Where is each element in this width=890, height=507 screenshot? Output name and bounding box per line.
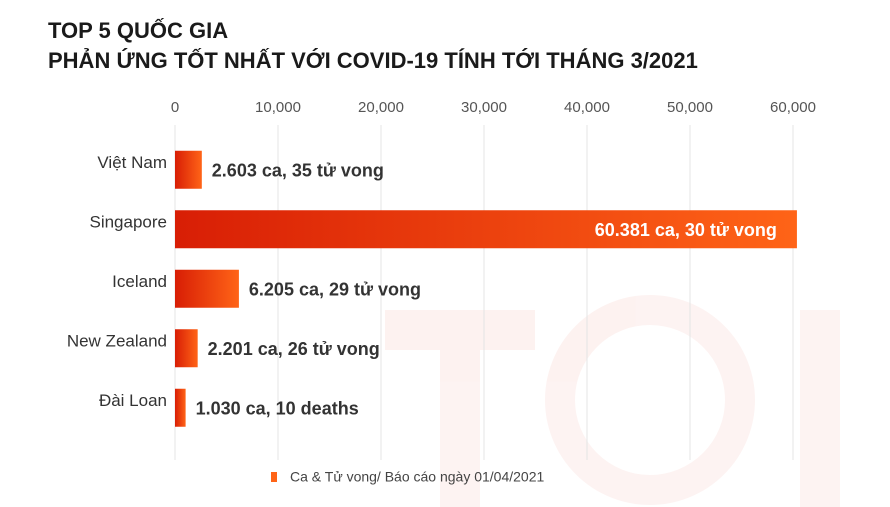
y-tick-label: Singapore: [89, 213, 167, 232]
y-tick-label: Việt Nam: [97, 153, 167, 172]
bar: [175, 388, 186, 427]
x-tick-label: 10,000: [255, 99, 301, 116]
y-tick-label: Đài Loan: [99, 391, 167, 410]
x-tick-label: 0: [171, 99, 179, 116]
value-label: 60.381 ca, 30 tử vong: [595, 220, 777, 240]
watermark: [385, 295, 840, 507]
chart-title: TOP 5 QUỐC GIA: [48, 17, 228, 43]
value-label: 1.030 ca, 10 deaths: [196, 399, 359, 419]
bar: [175, 329, 198, 368]
bar: [175, 210, 797, 249]
x-tick-label: 20,000: [358, 99, 404, 116]
legend-swatch: [271, 472, 277, 482]
x-tick-label: 30,000: [461, 99, 507, 116]
chart-subtitle: PHẢN ỨNG TỐT NHẤT VỚI COVID-19 TÍNH TỚI …: [48, 47, 698, 73]
y-tick-label: New Zealand: [67, 332, 167, 351]
legend-label: Ca & Tử vong/ Báo cáo ngày 01/04/2021: [290, 469, 545, 485]
x-tick-label: 60,000: [770, 99, 816, 116]
x-tick-label: 40,000: [564, 99, 610, 116]
bar: [175, 150, 202, 189]
value-label: 6.205 ca, 29 tử vong: [249, 280, 421, 300]
value-label: 2.201 ca, 26 tử vong: [208, 339, 380, 359]
y-tick-label: Iceland: [112, 272, 167, 291]
value-label: 2.603 ca, 35 tử vong: [212, 161, 384, 181]
x-tick-label: 50,000: [667, 99, 713, 116]
bar: [175, 269, 239, 308]
